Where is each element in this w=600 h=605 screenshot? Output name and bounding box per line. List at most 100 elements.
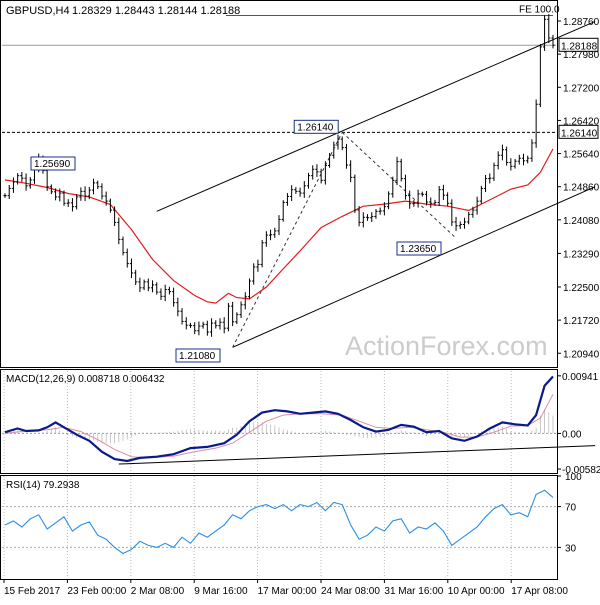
ohlc-bar: [209, 318, 214, 337]
ohlc-bar: [247, 278, 252, 300]
swing-point-label: 1.26140: [293, 119, 339, 134]
ohlc-bar: [117, 217, 121, 245]
rsi-layer: [2, 489, 556, 555]
ohlc-bar: [332, 141, 336, 159]
ohlc-bar: [551, 34, 555, 49]
ohlc-bar: [125, 248, 129, 268]
x-tick-label: 17 Mar 00:00: [258, 586, 317, 597]
fib-extension-label: FE 100.0: [519, 4, 560, 15]
x-tick-label: 31 Mar 16:00: [384, 586, 443, 597]
ohlc-bar: [467, 212, 471, 225]
ohlc-bar: [7, 184, 11, 200]
price-tick-label: 1.27200: [563, 83, 600, 94]
price-tick-label: 1.26420: [563, 116, 600, 127]
ohlc-bar: [433, 199, 437, 206]
ohlc-bar: [336, 134, 340, 150]
ohlc-bar: [188, 322, 193, 328]
ohlc-bar: [513, 158, 517, 169]
ohlc-bar: [483, 174, 488, 193]
ohlc-bar: [277, 215, 281, 236]
ohlc-bar: [11, 177, 16, 193]
ohlc-bar: [260, 239, 264, 268]
ohlc-bar: [163, 284, 167, 302]
swing-label-text: 1.26140: [297, 122, 334, 133]
ohlc-bar: [323, 161, 327, 185]
ohlc-bar: [104, 191, 108, 206]
ohlc-bar: [66, 199, 70, 207]
ohlc-bar: [424, 190, 429, 206]
ohlc-bar: [16, 173, 20, 185]
macd-tick-label: 0.00: [562, 429, 582, 440]
price-tick-label: 1.24860: [563, 183, 600, 194]
x-tick-label: 23 Feb 00:00: [67, 586, 126, 597]
ohlc-bar: [403, 174, 408, 200]
swing-label-box: [175, 348, 221, 363]
swing-label-box: [396, 241, 442, 256]
ohlc-bar: [193, 322, 197, 335]
ohlc-bar: [70, 198, 75, 212]
ohlc-bar: [256, 259, 260, 272]
ohlc-bar: [24, 173, 28, 191]
chart-header-ohlc: 1.28329 1.28443 1.28144 1.28188: [72, 5, 240, 17]
ohlc-bar: [268, 229, 273, 241]
price-panel-frame: [0, 0, 558, 368]
ohlc-bar: [239, 301, 243, 318]
ohlc-bar: [496, 151, 500, 170]
ohlc-bar: [534, 99, 538, 148]
ohlc-bar: [53, 188, 58, 201]
ohlc-bar: [378, 207, 382, 215]
ohlc-bar: [479, 185, 483, 204]
ohlc-bar: [142, 279, 146, 291]
ohlc-bar: [357, 206, 361, 227]
x-tick-label: 9 Mar 16:00: [194, 586, 248, 597]
ohlc-bar: [155, 282, 159, 295]
ohlc-bar: [547, 14, 551, 44]
ohlc-bar: [365, 214, 370, 221]
ohlc-bar: [226, 302, 231, 332]
ohlc-bar: [370, 212, 374, 222]
ohlc-bar: [446, 192, 450, 207]
ohlc-bar: [146, 278, 150, 292]
ohlc-bar: [441, 184, 445, 200]
ohlc-bar: [83, 186, 87, 202]
ohlc-bar: [129, 258, 134, 279]
ohlc-bar: [264, 231, 268, 247]
ohlc-bar: [100, 183, 104, 200]
ohlc-bar: [113, 206, 117, 227]
swing-label-text: 1.25690: [34, 159, 71, 170]
price-tick-label: 1.24080: [563, 216, 600, 227]
price-tick-label: 1.25640: [563, 150, 600, 161]
ohlc-bar: [344, 143, 349, 169]
price-tick-label: 1.21720: [563, 316, 600, 327]
ohlc-bar: [222, 317, 226, 334]
ohlc-bar: [184, 317, 188, 330]
ohlc-bar: [374, 209, 378, 219]
price-tick-label: 1.27980: [563, 50, 600, 61]
wave-dashed-line: [232, 132, 343, 348]
ohlc-bar: [395, 156, 399, 186]
x-tick-label: 10 Apr 00:00: [448, 586, 505, 597]
ohlc-bar: [526, 155, 530, 164]
macd-title: MACD(12,26,9) 0.008718 0.006432: [6, 374, 165, 385]
ohlc-bar: [235, 312, 239, 325]
ohlc-bar: [353, 174, 357, 213]
price-tick-label: 1.22500: [563, 283, 600, 294]
ohlc-bar: [412, 200, 416, 207]
support-level-tag-box: [558, 124, 599, 139]
ohlc-bar: [416, 189, 420, 208]
rsi-tick-label: 70: [565, 503, 577, 514]
swing-label-box: [293, 119, 339, 134]
ohlc-bar: [530, 139, 534, 162]
ohlc-bar: [28, 177, 32, 189]
ohlc-bar: [500, 144, 505, 161]
ohlc-bar: [437, 185, 441, 207]
axis-layer: 15 Feb 2017 23 Feb 00:00 2 Mar 08:00 9 Mar …: [3, 17, 600, 597]
ohlc-bar: [454, 216, 458, 231]
price-tick-label: 1.23290: [563, 249, 600, 260]
rsi-title: RSI(14) 79.2938: [6, 480, 80, 491]
rsi-panel-frame: [0, 475, 558, 580]
ohlc-bar: [243, 292, 247, 310]
